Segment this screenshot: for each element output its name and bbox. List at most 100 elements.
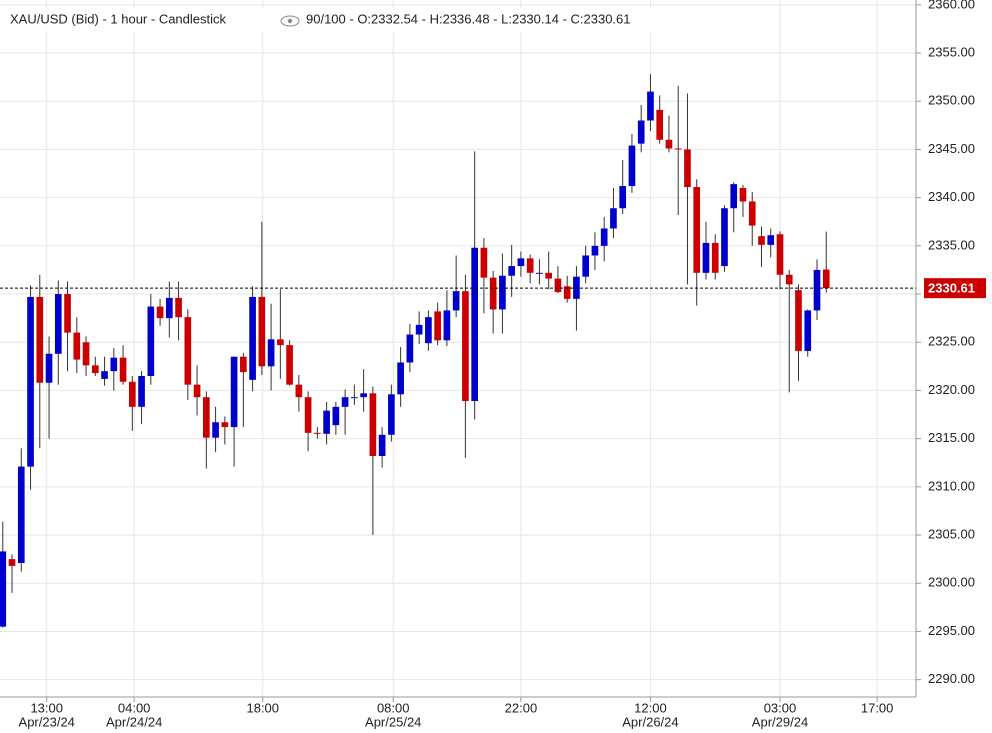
y-tick-label: 2300.00 <box>928 575 975 590</box>
candle-body <box>656 109 664 140</box>
candle-body <box>332 406 340 426</box>
candle-body <box>674 148 682 150</box>
candle-body <box>452 291 460 311</box>
candle-body <box>406 334 414 363</box>
x-tick-label: 03:00 <box>764 700 797 715</box>
axis: 2290.00 2295.00 2300.00 2305.00 2310.00 2315.… <box>19 0 986 729</box>
y-tick-label: 2325.00 <box>928 334 975 349</box>
candle-body <box>258 296 266 367</box>
candle-body <box>36 296 44 383</box>
candle-body <box>295 384 303 398</box>
candle-body <box>415 324 423 335</box>
candle-body <box>128 381 136 407</box>
legend-bg <box>4 8 694 32</box>
candle-body <box>462 291 469 402</box>
candle-body <box>721 208 728 267</box>
candle-body <box>0 551 7 627</box>
legend-text: 90/100 - O:2332.54 - H:2336.48 - L:2330.… <box>306 11 631 26</box>
candle-body <box>804 310 812 351</box>
candle-body <box>64 294 71 333</box>
candle-body <box>434 311 441 341</box>
candle-body <box>165 297 173 319</box>
candle-body <box>489 277 497 310</box>
candle-body <box>27 296 34 467</box>
last-price-label: 2330.61 <box>928 281 975 296</box>
candle-body <box>388 394 395 435</box>
candle-body <box>230 356 238 428</box>
y-tick-label: 2345.00 <box>928 141 975 156</box>
x-date-label: Apr/26/24 <box>622 714 678 729</box>
candle-body <box>767 235 775 245</box>
candle-body <box>647 91 654 121</box>
candle-body <box>341 397 349 407</box>
candle-body <box>54 294 62 354</box>
candle-body <box>286 345 293 385</box>
x-tick-label: 22:00 <box>505 700 538 715</box>
candle-body <box>776 234 784 275</box>
x-tick-label: 12:00 <box>634 700 667 715</box>
y-tick-label: 2310.00 <box>928 478 975 493</box>
candle-body <box>693 187 701 273</box>
candle-body <box>748 201 756 226</box>
candle-body <box>545 272 553 279</box>
y-tick-label: 2290.00 <box>928 671 975 686</box>
candle-body <box>156 306 164 319</box>
candle-body <box>758 236 765 245</box>
y-tick-label: 2295.00 <box>928 623 975 638</box>
x-tick-label: 17:00 <box>861 700 894 715</box>
candle-body <box>147 306 155 376</box>
candle-body <box>267 339 275 367</box>
last-price-box <box>924 278 986 299</box>
candle-body <box>277 339 284 346</box>
candle-body <box>795 290 802 351</box>
candles <box>0 74 916 628</box>
candle-body <box>212 422 219 438</box>
candle-body <box>443 310 451 341</box>
candle-body <box>619 186 627 209</box>
candle-body <box>351 397 358 399</box>
candle-body <box>471 247 478 402</box>
candle-body <box>480 247 488 278</box>
candle-body <box>397 362 404 395</box>
y-tick-label: 2340.00 <box>928 189 975 204</box>
candle-body <box>91 365 99 374</box>
x-date-label: Apr/23/24 <box>19 714 75 729</box>
candle-body <box>508 266 515 276</box>
candle-body <box>221 422 229 428</box>
candle-body <box>822 269 830 289</box>
candle-body <box>304 397 312 433</box>
candle-body <box>526 258 534 273</box>
candle-body <box>730 184 738 209</box>
candle-body <box>785 274 793 285</box>
candle-body <box>175 297 182 318</box>
x-tick-label: 13:00 <box>30 700 63 715</box>
candle-body <box>425 317 432 344</box>
candle-body <box>203 397 210 438</box>
candle-body <box>563 286 571 299</box>
candle-body <box>369 393 377 456</box>
candle-body <box>240 356 247 373</box>
x-tick-label: 04:00 <box>118 700 151 715</box>
x-tick-label: 08:00 <box>377 700 410 715</box>
y-tick-label: 2360.00 <box>928 0 975 11</box>
eye-icon <box>280 15 300 27</box>
candle-body <box>193 384 201 398</box>
x-date-label: Apr/24/24 <box>106 714 162 729</box>
candle-body <box>600 228 608 246</box>
candle-body <box>110 357 118 372</box>
x-date-label: Apr/25/24 <box>365 714 421 729</box>
candle-body <box>8 559 16 566</box>
candle-body <box>813 269 821 311</box>
candle-body <box>499 275 506 310</box>
candle-body <box>711 242 719 273</box>
y-tick-label: 2305.00 <box>928 526 975 541</box>
candle-body <box>73 332 81 360</box>
candle-body <box>45 353 53 383</box>
candle-body <box>82 342 90 366</box>
candle-body <box>739 187 747 202</box>
candle-body <box>138 375 145 407</box>
candle-body <box>610 208 617 229</box>
x-date-label: Apr/29/24 <box>752 714 808 729</box>
candle-body <box>249 296 256 380</box>
